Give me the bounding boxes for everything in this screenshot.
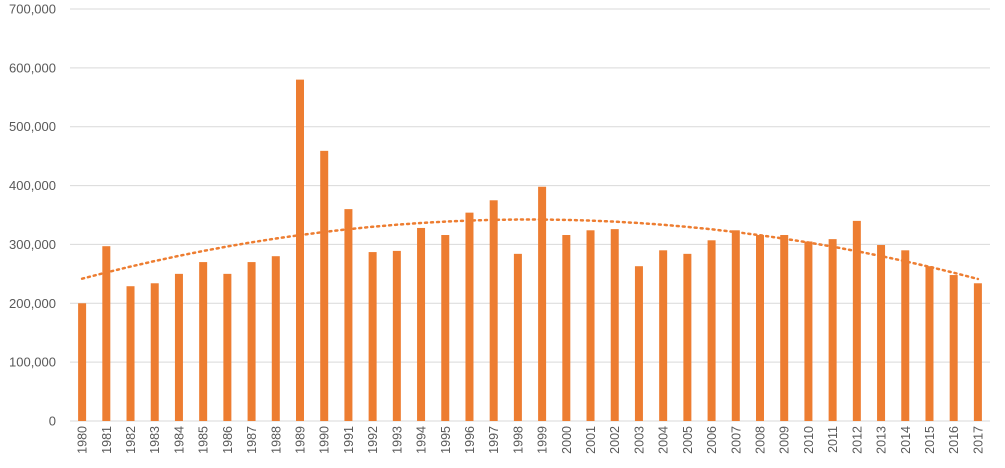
bar bbox=[126, 286, 135, 421]
bar bbox=[417, 227, 426, 421]
bar bbox=[271, 256, 280, 421]
x-tick-label: 1996 bbox=[463, 426, 477, 454]
x-tick-label: 2010 bbox=[802, 426, 816, 454]
bar bbox=[973, 283, 982, 421]
x-tick-label: 1988 bbox=[269, 426, 283, 454]
x-tick-label: 2008 bbox=[754, 426, 768, 454]
bar bbox=[538, 186, 547, 421]
bar bbox=[877, 245, 886, 421]
x-tick-label: 1980 bbox=[76, 426, 90, 454]
y-tick-label: 300,000 bbox=[9, 237, 56, 252]
bar bbox=[223, 273, 232, 421]
bar bbox=[683, 253, 692, 421]
bar bbox=[659, 250, 668, 421]
x-tick-label: 2015 bbox=[923, 426, 937, 454]
y-tick-label: 100,000 bbox=[9, 355, 56, 370]
bar bbox=[780, 235, 789, 421]
bars bbox=[78, 79, 982, 422]
trendline-layer bbox=[80, 218, 980, 281]
bar bbox=[610, 229, 619, 421]
x-tick-label: 2002 bbox=[608, 426, 622, 454]
x-tick-label: 2016 bbox=[947, 426, 961, 454]
x-tick-label: 2009 bbox=[778, 426, 792, 454]
bar bbox=[465, 212, 474, 421]
y-tick-label: 600,000 bbox=[9, 60, 56, 75]
x-tick-label: 1998 bbox=[511, 426, 525, 454]
x-tick-label: 1999 bbox=[536, 426, 550, 454]
y-tick-label: 700,000 bbox=[9, 2, 56, 17]
x-tick-label: 1992 bbox=[366, 426, 380, 454]
bar bbox=[320, 150, 329, 422]
y-tick-label: 400,000 bbox=[9, 178, 56, 193]
x-tick-label: 1984 bbox=[172, 426, 186, 454]
bar bbox=[513, 253, 522, 421]
x-tick-label: 2005 bbox=[681, 426, 695, 454]
x-tick-label: 2006 bbox=[705, 426, 719, 454]
x-tick-label: 1985 bbox=[197, 426, 211, 454]
bar bbox=[562, 235, 571, 421]
x-tick-label: 2003 bbox=[632, 426, 646, 454]
y-tick-label: 500,000 bbox=[9, 119, 56, 134]
x-tick-label: 2004 bbox=[657, 426, 671, 454]
bar bbox=[828, 239, 837, 421]
bar bbox=[925, 266, 934, 421]
bar bbox=[199, 262, 208, 421]
x-tick-label: 1994 bbox=[415, 426, 429, 454]
x-tick-label: 1986 bbox=[221, 426, 235, 454]
bar bbox=[489, 200, 498, 421]
x-axis-tick-labels: 1980 1981 1982 1983 1984 1985 1986 1987 1988 1989… bbox=[76, 426, 986, 454]
bar bbox=[392, 250, 401, 421]
bar bbox=[296, 79, 304, 421]
gridlines bbox=[70, 8, 990, 422]
bar bbox=[150, 283, 159, 421]
x-tick-label: 2001 bbox=[584, 426, 598, 454]
x-tick-label: 2011 bbox=[826, 426, 840, 453]
x-tick-label: 1997 bbox=[487, 426, 501, 454]
bar bbox=[756, 235, 764, 421]
bar bbox=[174, 273, 183, 421]
x-tick-label: 1982 bbox=[124, 426, 138, 454]
x-tick-label: 1990 bbox=[318, 426, 332, 454]
x-tick-label: 1993 bbox=[390, 426, 404, 454]
bar bbox=[634, 266, 643, 421]
bar bbox=[344, 209, 353, 421]
x-tick-label: 2014 bbox=[899, 426, 913, 454]
x-tick-label: 1981 bbox=[100, 426, 114, 454]
bar bbox=[901, 250, 910, 421]
x-tick-label: 1995 bbox=[439, 426, 453, 454]
x-tick-label: 2007 bbox=[729, 426, 743, 454]
y-tick-label: 200,000 bbox=[9, 296, 56, 311]
trendline bbox=[80, 218, 980, 281]
bar bbox=[368, 252, 377, 421]
bar bbox=[247, 262, 256, 421]
bar bbox=[804, 241, 813, 421]
x-tick-label: 2013 bbox=[875, 426, 889, 454]
y-axis-tick-labels: 0 100,000 200,000 300,000 400,000 500,000 600,… bbox=[9, 2, 56, 429]
x-tick-label: 1987 bbox=[245, 426, 259, 454]
x-tick-label: 2017 bbox=[971, 426, 985, 454]
x-tick-label: 1989 bbox=[294, 426, 308, 454]
bar bbox=[586, 230, 595, 421]
bar bbox=[852, 220, 861, 421]
y-tick-label: 0 bbox=[49, 414, 56, 429]
bar bbox=[102, 246, 111, 421]
x-tick-label: 1991 bbox=[342, 426, 356, 454]
bar bbox=[731, 230, 740, 421]
x-tick-label: 2000 bbox=[560, 426, 574, 454]
x-tick-label: 1983 bbox=[148, 426, 162, 454]
bar bbox=[78, 303, 87, 421]
bar bbox=[441, 235, 450, 421]
bar bbox=[707, 240, 716, 421]
x-tick-label: 2012 bbox=[850, 426, 864, 454]
bar bbox=[949, 275, 958, 421]
